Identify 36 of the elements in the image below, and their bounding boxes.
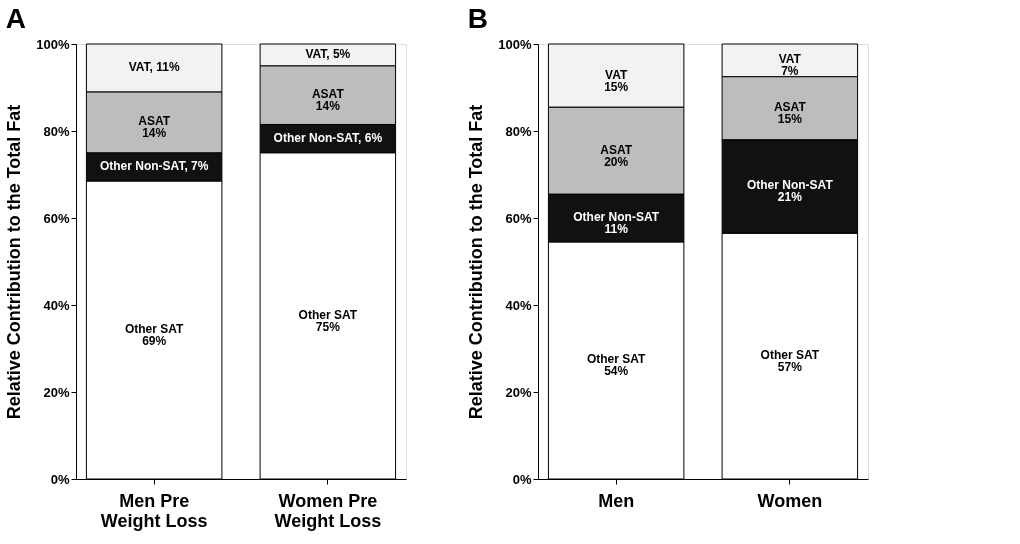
y-tick-label: 40% [43, 297, 70, 313]
x-tick-label: Women [757, 490, 823, 511]
y-tick-label: 80% [43, 123, 70, 139]
data-label: VAT, 11% [128, 59, 180, 74]
data-label: VAT 7% [778, 52, 802, 79]
data-label: ASAT 14% [311, 87, 345, 114]
data-label: Other SAT 54% [586, 352, 647, 379]
data-label: Other Non-SAT, 7% [99, 158, 209, 173]
data-label: ASAT 20% [600, 142, 633, 169]
y-tick-label: 0% [512, 471, 532, 487]
data-label: Other Non-SAT, 6% [273, 130, 383, 145]
data-label: Other SAT 69% [124, 322, 185, 349]
y-axis-title: Relative Contribution to the Total Fat [4, 104, 25, 420]
y-tick-label: 0% [50, 471, 70, 487]
chart-title: A [5, 3, 26, 34]
data-label: Other Non-SAT 11% [573, 210, 660, 236]
y-tick-label: 60% [505, 210, 532, 226]
data-label: Other SAT 75% [298, 307, 358, 334]
data-label: ASAT 14% [138, 114, 171, 141]
y-tick-label: 60% [43, 210, 70, 226]
data-label: VAT, 5% [305, 46, 351, 61]
y-tick-label: 100% [36, 36, 70, 52]
chart-title: B [467, 3, 488, 34]
data-label: Other SAT 57% [760, 348, 820, 375]
y-tick-label: 20% [505, 384, 532, 400]
x-tick-label: Men Pre Weight Loss [100, 490, 208, 531]
data-label: VAT 15% [604, 67, 629, 94]
x-tick-label: Men [598, 490, 635, 511]
y-tick-label: 40% [505, 297, 532, 313]
data-label: ASAT 15% [773, 100, 807, 127]
x-tick-label: Women Pre Weight Loss [274, 490, 382, 531]
y-axis-title: Relative Contribution to the Total Fat [466, 104, 487, 420]
y-tick-label: 20% [43, 384, 70, 400]
y-tick-label: 100% [498, 36, 532, 52]
data-label: Other Non-SAT 21% [746, 178, 834, 205]
y-tick-label: 80% [505, 123, 532, 139]
